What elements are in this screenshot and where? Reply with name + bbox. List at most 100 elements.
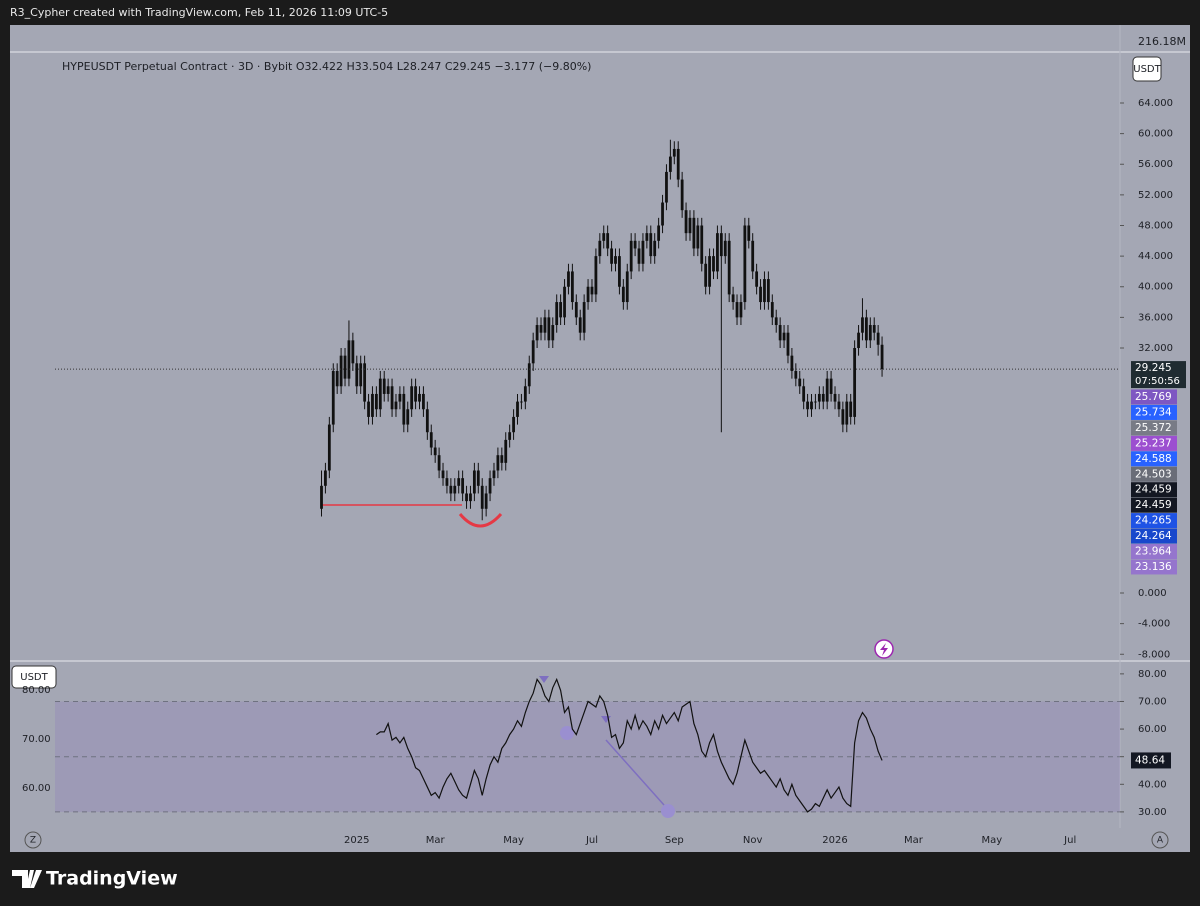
- support-arc: [458, 512, 503, 528]
- candle-body: [676, 148, 680, 180]
- candle-body: [484, 493, 488, 509]
- candle-body: [351, 340, 355, 364]
- candle-body: [425, 409, 429, 433]
- candle-body: [716, 233, 719, 272]
- candle-body: [880, 344, 884, 370]
- candle-body: [629, 240, 633, 272]
- credit: R3_Cypher created with TradingView.com, …: [10, 6, 388, 19]
- candle-body: [523, 386, 527, 402]
- price-tag-label: 23.964: [1135, 546, 1172, 558]
- badge-label: A: [1157, 836, 1164, 846]
- candle-body: [770, 302, 774, 318]
- candle-body: [661, 202, 664, 226]
- brand: TradingView: [46, 868, 178, 890]
- divergence-line: [605, 739, 665, 806]
- candle-body: [469, 493, 472, 502]
- marker-triangle: [539, 676, 549, 683]
- candle-body: [531, 340, 535, 364]
- candle-body: [845, 401, 849, 425]
- candle-body: [637, 248, 641, 264]
- price-tag: [1131, 435, 1177, 451]
- candle-body: [810, 401, 813, 410]
- currency-label: USDT: [1133, 64, 1161, 75]
- candle-body: [492, 470, 496, 479]
- candle-body: [539, 325, 543, 333]
- candle-body: [798, 378, 802, 387]
- price-tag-label: 24.264: [1135, 530, 1172, 542]
- legend: HYPEUSDT Perpetual Contract · 3D · Bybit…: [62, 60, 591, 73]
- candle-body: [343, 355, 347, 379]
- candle-body: [868, 325, 872, 341]
- candle-body: [759, 286, 762, 303]
- candle-body: [625, 271, 629, 303]
- candle-body: [535, 325, 539, 341]
- candle-body: [555, 302, 559, 326]
- price-tag: [1131, 482, 1177, 498]
- indicator-annotations: [539, 676, 675, 818]
- candle-body: [453, 485, 457, 494]
- candle-body: [861, 317, 864, 333]
- candle-body: [386, 386, 390, 394]
- price-tag: [1131, 544, 1177, 559]
- price-tag: [1131, 389, 1177, 405]
- x-tick-label: Jul: [585, 835, 598, 846]
- candle-body: [390, 386, 394, 410]
- candle-body: [570, 271, 574, 303]
- candle-body: [680, 179, 684, 211]
- candle-body: [406, 409, 410, 425]
- candle-body: [567, 271, 570, 287]
- candle-body: [696, 225, 700, 249]
- currency-label: USDT: [20, 672, 48, 683]
- price-tag-label: 23.136: [1135, 561, 1172, 573]
- badge[interactable]: [1151, 831, 1169, 849]
- y-tick-label: 0.000: [1138, 588, 1167, 599]
- currency-button[interactable]: [1132, 56, 1162, 82]
- y-tick-label: 70.00: [1138, 696, 1167, 707]
- marker-circle: [560, 726, 574, 740]
- candle-body: [598, 240, 602, 257]
- price-tag-label: 24.588: [1135, 453, 1172, 465]
- y-tick-label: 56.000: [1138, 159, 1173, 170]
- candle-body: [363, 363, 367, 402]
- x-tick-label: Sep: [665, 835, 684, 846]
- candle-body: [814, 401, 817, 403]
- candle-body: [833, 393, 837, 402]
- currency-button[interactable]: [11, 665, 57, 689]
- candle-body: [700, 225, 704, 264]
- alert-bolt: [880, 643, 888, 656]
- candle-body: [590, 286, 594, 295]
- candle-body: [621, 286, 625, 303]
- candle-body: [731, 294, 735, 303]
- price-tag: [1131, 513, 1177, 529]
- candle-body: [476, 470, 480, 486]
- candle-body: [398, 393, 402, 402]
- candle-body: [645, 233, 649, 241]
- price-tag-label: 25.237: [1135, 437, 1172, 449]
- y-tick-label: 40.00: [1138, 779, 1167, 790]
- candle-body: [520, 401, 523, 403]
- candle-body: [500, 455, 504, 463]
- y2-tick-label: 70.00: [22, 734, 51, 745]
- candle-body: [547, 317, 551, 341]
- candle-body: [378, 378, 382, 410]
- candle-body: [817, 393, 821, 402]
- y-tick-label: 40.000: [1138, 282, 1173, 293]
- y2-tick-label: 80.00: [22, 685, 51, 696]
- badge[interactable]: [24, 831, 42, 849]
- candle-body: [563, 286, 566, 318]
- candle-body: [747, 225, 751, 241]
- candle-body: [708, 256, 711, 287]
- candle-body: [418, 393, 421, 402]
- x-tick-label: May: [981, 835, 1002, 846]
- brand-logo: [12, 870, 42, 888]
- candle-body: [657, 225, 661, 241]
- candle-body: [806, 401, 809, 410]
- candle-body: [594, 256, 598, 295]
- price-tag-label: 25.734: [1135, 406, 1172, 418]
- value-tag: [1131, 752, 1171, 769]
- candle-body: [578, 317, 582, 333]
- y-tick-label: -8.000: [1138, 649, 1170, 660]
- last-price-tag: [1131, 361, 1186, 389]
- candle-body: [653, 240, 657, 257]
- candle-body: [480, 485, 484, 509]
